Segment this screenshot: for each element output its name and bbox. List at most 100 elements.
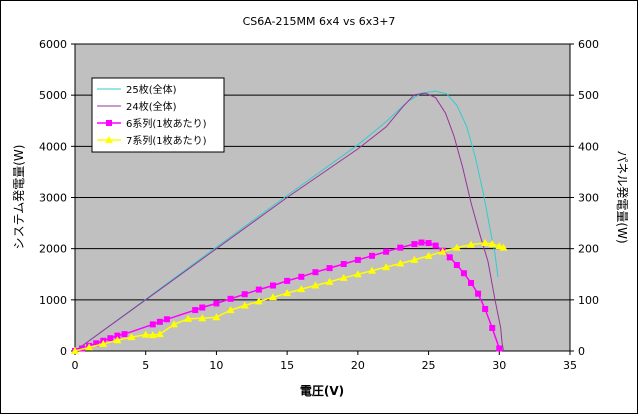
data-point [495,242,504,250]
data-point [298,273,305,280]
data-point [325,277,334,285]
data-point [163,316,170,323]
y-tick-label: 3000 [39,192,67,205]
legend-swatch-marker [106,120,112,126]
data-point [93,340,100,347]
x-tick-label: 20 [351,359,365,372]
data-point [453,262,460,269]
series-line [74,92,504,352]
y2-tick-label: 0 [578,345,585,358]
y-axis-ticks: 0 1000 2000 3000 4000 5000 6000 [39,38,75,358]
legend-item: 6系列(1枚あたり) [97,117,207,130]
data-point [114,332,121,339]
x-axis-ticks: 0 5 10 15 20 25 30 35 [72,351,577,372]
data-point [499,243,508,251]
legend-label: 6系列(1枚あたり) [126,117,207,130]
data-point [255,286,262,293]
y-axis-label: システム発電量(W) [12,145,26,250]
data-point [227,295,234,302]
data-point [481,239,490,247]
legend-item: 7系列(1枚あたり) [97,134,207,147]
data-point [284,277,291,284]
data-point [71,347,79,354]
data-point [226,306,235,314]
data-point [99,339,108,347]
data-point [489,324,496,331]
y2-tick-label: 500 [578,89,599,102]
y-tick-label: 0 [60,345,67,358]
data-point [410,255,419,263]
x-axis-label: 電圧(V) [300,384,344,398]
legend-item: 24枚(全体) [97,100,177,113]
series-layer [71,90,508,354]
legend: 25枚(全体) 24枚(全体) 6系列(1枚あたり) 7系列(1枚あたり) [91,77,225,153]
data-point [85,343,94,351]
data-point [254,297,263,305]
y2-tick-label: 300 [578,192,599,205]
data-point [452,243,461,251]
data-point [149,321,156,328]
data-point [482,306,489,313]
data-point [383,248,390,255]
data-point [340,261,347,268]
data-point [424,251,433,259]
y-tick-label: 6000 [39,38,67,51]
series-4 [71,239,508,354]
x-tick-label: 35 [563,359,577,372]
y2-tick-label: 200 [578,243,599,256]
data-point [283,289,292,297]
data-point [241,291,248,298]
data-point [184,314,193,322]
data-point [425,240,432,247]
data-point [468,279,474,286]
data-point [418,239,425,246]
data-point [198,314,207,322]
series-line [74,90,499,352]
data-point [141,330,150,338]
data-point [212,313,221,321]
data-point [297,285,306,293]
y2-axis-ticks: 0 100 200 300 400 500 600 [570,38,599,358]
y-tick-label: 2000 [39,243,67,256]
data-point [113,336,122,344]
data-point [339,273,348,281]
data-point [121,331,128,338]
x-tick-label: 5 [142,359,149,372]
data-point [311,281,320,289]
x-tick-label: 0 [72,359,79,372]
y2-tick-label: 400 [578,140,599,153]
data-point [488,240,497,248]
data-point [460,270,467,277]
legend-item: 25枚(全体) [97,83,177,96]
data-point [148,331,157,339]
data-point [467,240,475,248]
series-line [74,242,504,352]
series-2 [74,92,504,352]
data-point [396,259,405,267]
data-point [353,270,362,278]
data-point [446,254,453,261]
data-point [199,304,206,311]
y2-tick-label: 100 [578,294,599,307]
legend-swatch-marker [105,136,113,143]
legend-label: 7系列(1枚あたり) [126,134,207,147]
y2-axis-label: パネル発電量(W) [615,150,629,243]
data-point [382,263,391,271]
y2-tick-label: 600 [578,38,599,51]
data-point [432,242,439,249]
x-tick-label: 25 [422,359,436,372]
data-point [475,290,482,297]
y-tick-label: 5000 [39,89,67,102]
y-tick-label: 1000 [39,294,67,307]
data-point [213,300,220,307]
data-point [438,247,447,255]
chart-title: CS6A-215MM 6x4 vs 6x3+7 [243,15,396,28]
data-point [397,244,404,251]
y-tick-label: 4000 [39,140,67,153]
data-point [127,333,136,341]
data-point [411,241,418,248]
x-tick-label: 15 [280,359,294,372]
series-1 [74,90,499,352]
